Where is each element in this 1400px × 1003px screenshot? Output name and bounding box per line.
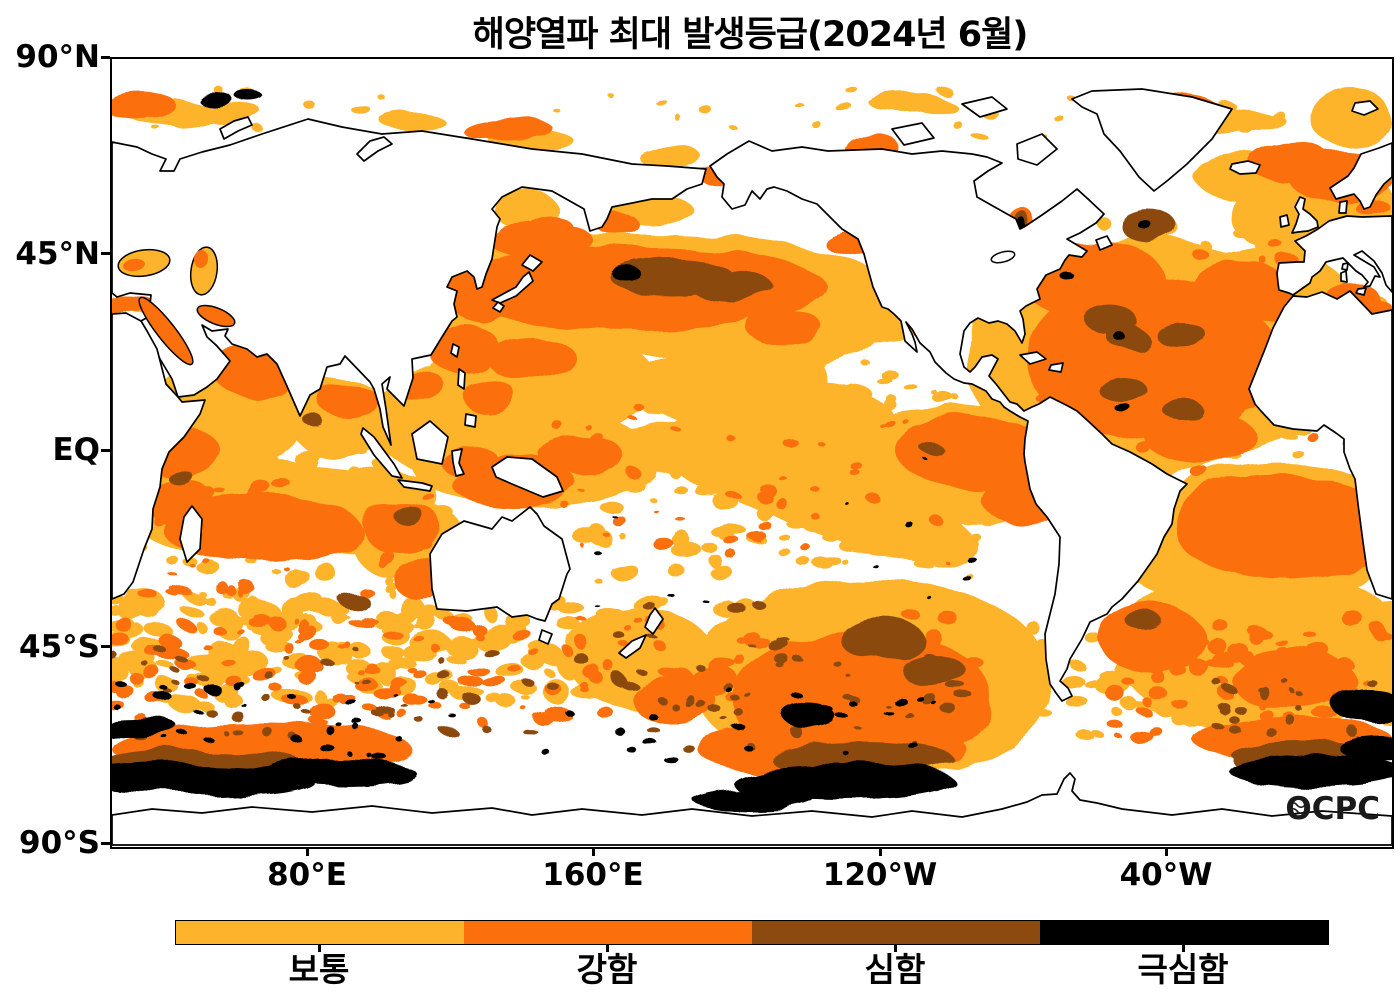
legend-tick-mark [605,944,609,952]
lat-tick-mark [101,448,110,452]
lon-tick-mark [591,847,595,856]
lat-tick-label: 45°N [15,235,100,272]
ocpc-text: OCPC [1285,791,1380,827]
lon-tick-label: 40°W [1119,857,1213,893]
lon-tick-mark [305,847,309,856]
inland-seas [117,246,1016,366]
lat-tick-label: 90°N [15,39,100,75]
ocpc-watermark: OCPC [1285,791,1380,827]
heat-layer-extreme [112,94,1392,809]
lat-tick-label: 45°S [19,628,100,665]
lon-tick-mark [878,847,882,856]
legend-tick-mark [317,944,321,952]
legend-tick-mark [893,944,897,952]
lat-tick-label: 90°S [19,825,100,861]
wave-icon [1288,807,1306,815]
wave-icon [1288,801,1306,809]
legend-colorbar [175,920,1329,945]
lat-tick-label: EQ [52,432,100,468]
legend-swatch-3 [752,921,1040,944]
lat-tick-mark [101,841,110,845]
world-map-svg: OCPC [112,84,1392,846]
page-title: 해양열파 최대 발생등급(2024년 6월) [472,15,1029,55]
legend-tick-mark [1181,944,1185,952]
lon-tick-label: 160°E [542,857,644,893]
lat-tick-mark [101,55,110,59]
lat-tick-mark [101,252,110,255]
lon-tick-mark [1164,847,1168,856]
legend-label-1: 보통 [288,950,350,989]
legend-label-4: 극심함 [1137,950,1229,989]
legend-label-3: 심함 [864,950,926,989]
legend-swatch-1 [176,921,464,944]
lat-tick-mark [101,645,110,648]
legend-swatch-2 [464,921,752,944]
map-frame: OCPC [110,57,1394,849]
lon-tick-label: 120°W [822,857,938,893]
legend-swatch-4 [1040,921,1328,944]
lon-tick-label: 80°E [267,857,347,893]
landmasses [112,88,1392,846]
legend-label-2: 강함 [576,950,638,989]
